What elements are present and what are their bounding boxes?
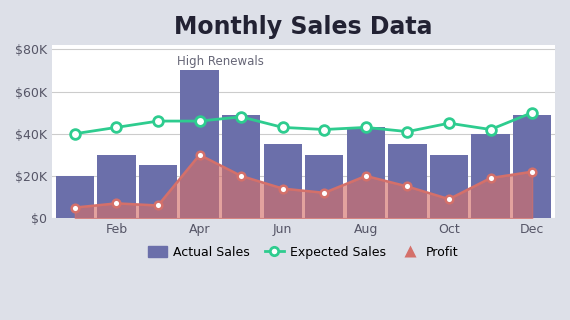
- Bar: [347, 127, 385, 218]
- Bar: [388, 144, 426, 218]
- Bar: [430, 155, 468, 218]
- Title: Monthly Sales Data: Monthly Sales Data: [174, 15, 433, 39]
- Bar: [305, 155, 343, 218]
- Text: High Renewals: High Renewals: [177, 55, 263, 68]
- Bar: [263, 144, 302, 218]
- Bar: [222, 115, 260, 218]
- Bar: [139, 165, 177, 218]
- Bar: [181, 70, 219, 218]
- Bar: [97, 155, 136, 218]
- Bar: [471, 134, 510, 218]
- Legend: Actual Sales, Expected Sales, Profit: Actual Sales, Expected Sales, Profit: [143, 241, 463, 264]
- Bar: [56, 176, 94, 218]
- Bar: [513, 115, 551, 218]
